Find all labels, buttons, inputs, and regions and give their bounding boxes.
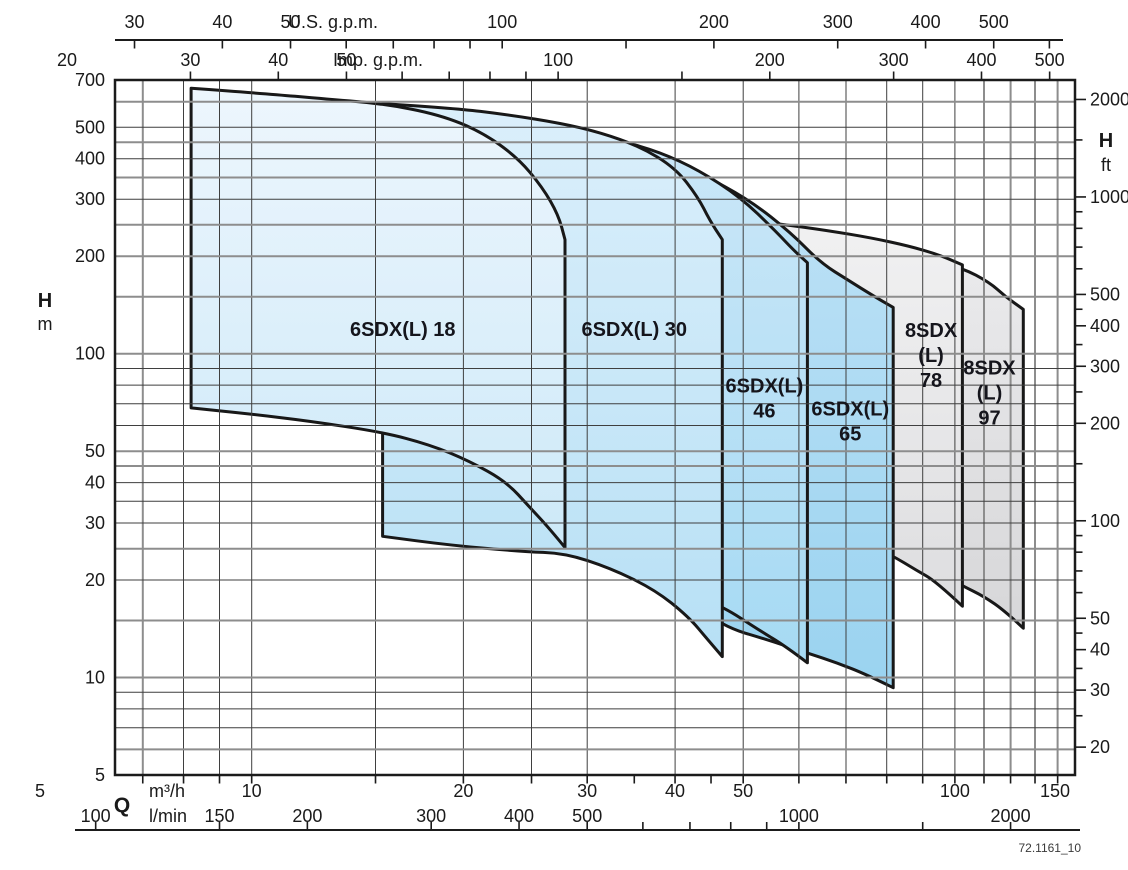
pump-label-line: 6SDX(L) (811, 398, 889, 420)
label-lmin-100: 100 (81, 806, 111, 826)
pump-label-6sdx-l-30: 6SDX(L) 30 (581, 319, 687, 341)
pump-label-line: 6SDX(L) 30 (581, 319, 687, 341)
label-impgpm-20: 20 (57, 50, 77, 70)
pump-label-line: 97 (978, 407, 1000, 429)
label-hft-400: 400 (1090, 316, 1120, 336)
pump-label-6sdx-l-65: 6SDX(L) 65 (811, 398, 889, 445)
pump-label-6sdx-l-18: 6SDX(L) 18 (350, 319, 456, 341)
label-hm-40: 40 (85, 473, 105, 493)
pump-label-line: 78 (920, 370, 942, 392)
label-lmin-300: 300 (416, 806, 446, 826)
pump-label-8sdx-l-97: 8SDX (L) 97 (963, 357, 1016, 429)
ft-unit-label: ft (1101, 155, 1111, 175)
label-hft-500: 500 (1090, 284, 1120, 304)
label-m3h-10: 10 (242, 781, 262, 801)
label-impgpm-400: 400 (966, 50, 996, 70)
label-usgpm-400: 400 (911, 12, 941, 32)
gridlines (115, 80, 1075, 775)
label-lmin-200: 200 (292, 806, 322, 826)
imp-gpm-axis-title: Imp. g.p.m. (333, 50, 423, 70)
pump-label-line: 46 (753, 400, 775, 422)
label-impgpm-50: 50 (336, 50, 356, 70)
pump-label-8sdx-l-78: 8SDX (L) 78 (905, 320, 958, 392)
label-m3h-5: 5 (35, 781, 45, 801)
label-hft-1000: 1000 (1090, 187, 1128, 207)
m3h-unit-label: m³/h (149, 781, 185, 801)
label-hft-20: 20 (1090, 737, 1110, 757)
label-hm-300: 300 (75, 189, 105, 209)
pump-label-6sdx-l-46: 6SDX(L) 46 (726, 375, 804, 422)
head-axis-title-right: H (1099, 130, 1113, 152)
axis-ticks (94, 40, 1086, 830)
label-m3h-30: 30 (577, 781, 597, 801)
label-hm-30: 30 (85, 513, 105, 533)
label-hft-200: 200 (1090, 413, 1120, 433)
label-hm-20: 20 (85, 570, 105, 590)
label-m3h-100: 100 (940, 781, 970, 801)
head-axis-title-left: H (38, 290, 52, 312)
pump-label-line: 6SDX(L) 18 (350, 319, 456, 341)
plot-border (113, 78, 1077, 777)
label-lmin-400: 400 (504, 806, 534, 826)
label-lmin-1000: 1000 (779, 806, 819, 826)
flow-axis-title: Q (114, 794, 130, 817)
label-hft-40: 40 (1090, 640, 1110, 660)
label-m3h-20: 20 (453, 781, 473, 801)
label-hft-2000: 2000 (1090, 89, 1128, 109)
label-hm-400: 400 (75, 149, 105, 169)
label-hft-50: 50 (1090, 608, 1110, 628)
label-usgpm-500: 500 (979, 12, 1009, 32)
label-hm-200: 200 (75, 246, 105, 266)
label-usgpm-30: 30 (124, 12, 144, 32)
label-hm-50: 50 (85, 441, 105, 461)
label-hm-500: 500 (75, 117, 105, 137)
label-lmin-150: 150 (204, 806, 234, 826)
pump-label-line: 8SDX (963, 357, 1016, 379)
m-unit-label: m (38, 314, 53, 334)
pump-region-6sdx-l-18 (189, 86, 567, 549)
label-hm-5: 5 (95, 765, 105, 785)
label-usgpm-300: 300 (823, 12, 853, 32)
label-impgpm-100: 100 (543, 50, 573, 70)
label-usgpm-40: 40 (212, 12, 232, 32)
pump-label-line: 65 (839, 423, 861, 445)
pump-label-line: 6SDX(L) (726, 375, 804, 397)
pump-label-line: (L) (918, 345, 944, 367)
label-usgpm-200: 200 (699, 12, 729, 32)
label-impgpm-300: 300 (879, 50, 909, 70)
label-hft-100: 100 (1090, 511, 1120, 531)
figure-code: 72.1161_10 (1018, 841, 1081, 855)
label-impgpm-200: 200 (755, 50, 785, 70)
label-m3h-50: 50 (733, 781, 753, 801)
label-usgpm-50: 50 (281, 12, 301, 32)
pump-label-line: (L) (977, 382, 1003, 404)
label-lmin-500: 500 (572, 806, 602, 826)
label-impgpm-500: 500 (1035, 50, 1065, 70)
label-m3h-40: 40 (665, 781, 685, 801)
label-hm-100: 100 (75, 344, 105, 364)
label-impgpm-30: 30 (180, 50, 200, 70)
lmin-unit-label: l/min (149, 806, 187, 826)
us-gpm-axis-title: U.S. g.p.m. (288, 12, 378, 32)
label-hm-700: 700 (75, 70, 105, 90)
label-hm-10: 10 (85, 668, 105, 688)
label-hft-300: 300 (1090, 356, 1120, 376)
label-hft-30: 30 (1090, 680, 1110, 700)
pump-envelopes (189, 86, 1025, 690)
label-lmin-2000: 2000 (991, 806, 1031, 826)
label-usgpm-100: 100 (487, 12, 517, 32)
pump-label-line: 8SDX (905, 320, 958, 342)
label-m3h-150: 150 (1040, 781, 1070, 801)
label-impgpm-40: 40 (268, 50, 288, 70)
